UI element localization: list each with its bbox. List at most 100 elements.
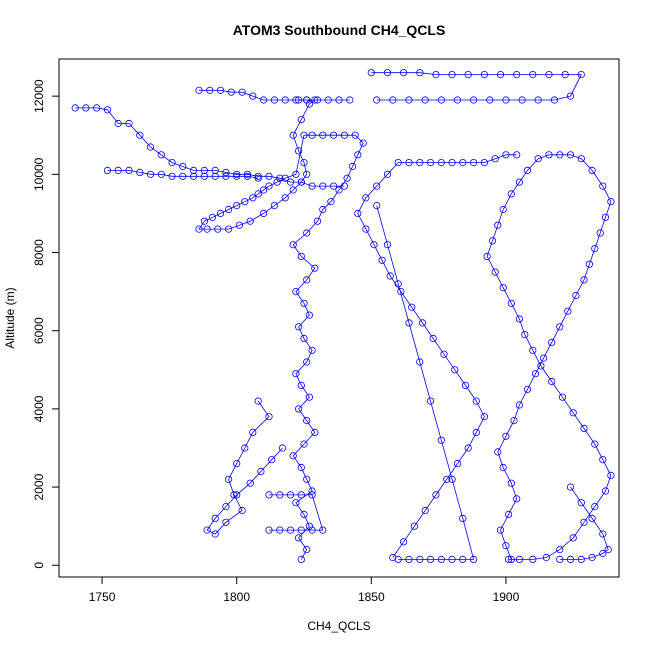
data-point xyxy=(515,315,524,323)
data-point xyxy=(348,162,357,171)
data-point xyxy=(300,299,308,307)
data-point xyxy=(534,155,542,163)
data-point xyxy=(550,96,559,104)
data-point xyxy=(319,205,327,214)
data-point xyxy=(537,362,545,370)
data-point xyxy=(225,475,233,483)
data-point xyxy=(588,553,596,562)
data-point xyxy=(507,479,515,487)
data-point xyxy=(211,166,219,174)
data-point xyxy=(502,432,510,440)
data-point xyxy=(327,198,335,206)
data-point xyxy=(548,338,556,346)
data-point xyxy=(580,424,588,432)
data-point xyxy=(378,256,386,264)
data-point xyxy=(370,241,378,249)
data-point xyxy=(195,86,203,94)
data-point xyxy=(515,401,524,409)
data-point xyxy=(556,545,564,554)
series-7 xyxy=(203,397,287,538)
data-point xyxy=(289,186,297,194)
data-point xyxy=(383,170,392,178)
data-point xyxy=(319,182,327,190)
data-point xyxy=(103,106,112,114)
series-0 xyxy=(195,96,367,564)
data-point xyxy=(305,522,313,530)
data-point xyxy=(421,506,429,515)
data-point xyxy=(265,172,273,180)
data-point xyxy=(265,526,273,534)
data-point xyxy=(308,131,316,139)
data-point xyxy=(599,456,607,464)
data-point xyxy=(354,151,362,159)
data-point xyxy=(451,366,459,374)
data-point xyxy=(383,69,392,77)
data-point xyxy=(383,241,392,249)
data-point xyxy=(136,131,144,139)
data-point xyxy=(389,553,397,562)
data-point xyxy=(222,518,230,526)
data-point xyxy=(343,174,351,182)
data-point xyxy=(601,213,610,221)
data-point xyxy=(494,221,502,229)
series-10 xyxy=(556,483,612,564)
data-point xyxy=(276,174,284,182)
data-point xyxy=(437,436,445,444)
data-point xyxy=(308,526,316,534)
data-point xyxy=(448,71,456,79)
data-point xyxy=(292,499,300,507)
data-point xyxy=(235,221,243,229)
data-point xyxy=(265,182,273,190)
data-point xyxy=(233,172,241,180)
series-8 xyxy=(265,491,327,534)
data-point xyxy=(246,217,254,225)
data-point xyxy=(222,502,230,511)
data-point xyxy=(529,555,537,564)
data-point xyxy=(416,159,424,167)
data-point xyxy=(268,456,276,464)
data-point xyxy=(281,194,289,202)
data-point xyxy=(599,182,607,190)
data-point xyxy=(297,381,305,389)
data-point xyxy=(572,291,580,300)
data-point xyxy=(230,491,238,499)
data-point xyxy=(292,170,300,178)
series-6 xyxy=(103,166,262,182)
data-point xyxy=(416,358,424,366)
data-point xyxy=(157,170,165,178)
data-point xyxy=(308,182,316,190)
data-point xyxy=(211,172,219,180)
data-point xyxy=(311,264,319,272)
data-point xyxy=(254,172,262,180)
data-point xyxy=(405,159,413,167)
y-axis: 0 2000 4000 6000 8000 10000 12000 xyxy=(32,79,60,569)
data-point xyxy=(566,92,575,100)
data-point xyxy=(311,428,319,436)
data-point xyxy=(507,299,515,307)
data-point xyxy=(591,440,599,448)
data-point xyxy=(265,413,273,421)
data-point xyxy=(265,491,273,499)
data-point xyxy=(281,174,289,182)
data-point xyxy=(249,194,257,202)
data-point xyxy=(297,463,305,472)
data-point xyxy=(270,202,278,210)
data-point xyxy=(556,323,564,331)
y-tick-label: 6000 xyxy=(32,317,46,344)
series-line xyxy=(107,169,259,179)
data-point xyxy=(607,198,615,206)
data-point xyxy=(373,182,381,190)
data-point xyxy=(426,397,435,405)
data-point xyxy=(513,495,521,503)
data-point xyxy=(513,71,521,79)
data-point xyxy=(303,229,311,237)
data-point xyxy=(566,151,575,159)
data-point xyxy=(405,96,413,104)
data-point xyxy=(529,71,537,79)
data-point xyxy=(305,100,313,108)
data-point xyxy=(510,416,518,425)
data-point xyxy=(286,526,295,534)
data-point xyxy=(367,69,375,77)
data-point xyxy=(238,506,246,515)
